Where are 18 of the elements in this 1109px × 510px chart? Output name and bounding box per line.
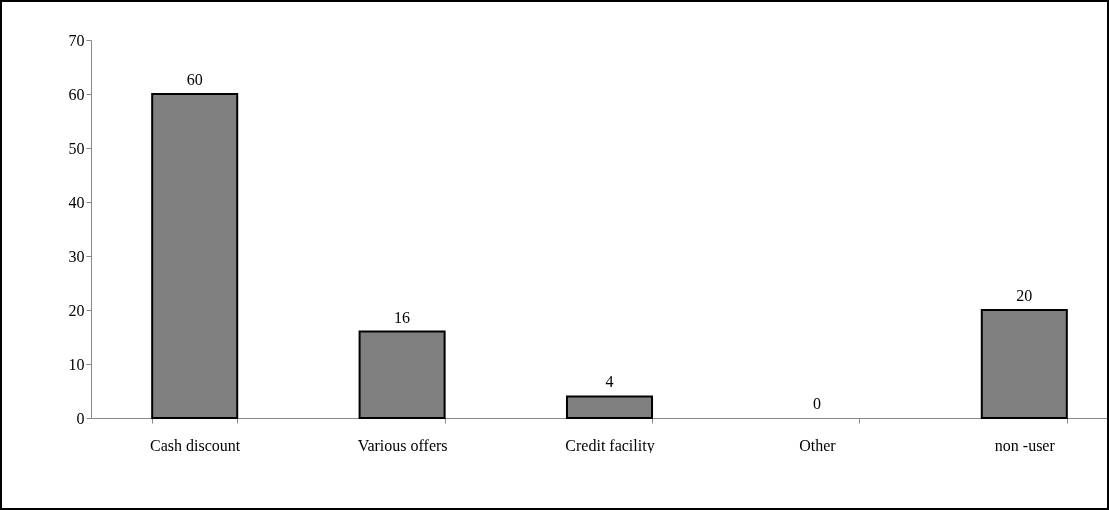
y-tick-label: 0: [76, 409, 85, 427]
x-tick-label: non -user: [994, 436, 1056, 454]
x-tick-label: Cash discount: [150, 436, 241, 454]
x-tick-label: Various offers: [357, 436, 448, 454]
y-tick-label: 10: [68, 355, 85, 373]
data-label: 20: [1016, 287, 1033, 304]
y-tick-label: 50: [68, 139, 85, 157]
y-tick-label: 40: [68, 193, 85, 211]
x-tick-label: Other: [799, 436, 837, 454]
y-tick-label: 60: [68, 85, 85, 103]
y-tick-label: 70: [68, 31, 85, 49]
y-tick-label: 20: [68, 301, 85, 319]
y-tick-label: 30: [68, 247, 85, 265]
x-tick-label: Credit facility: [565, 436, 655, 455]
data-label: 4: [605, 373, 614, 391]
data-label: 0: [812, 395, 821, 412]
data-label: 60: [186, 71, 203, 88]
data-label: 16: [394, 308, 411, 326]
